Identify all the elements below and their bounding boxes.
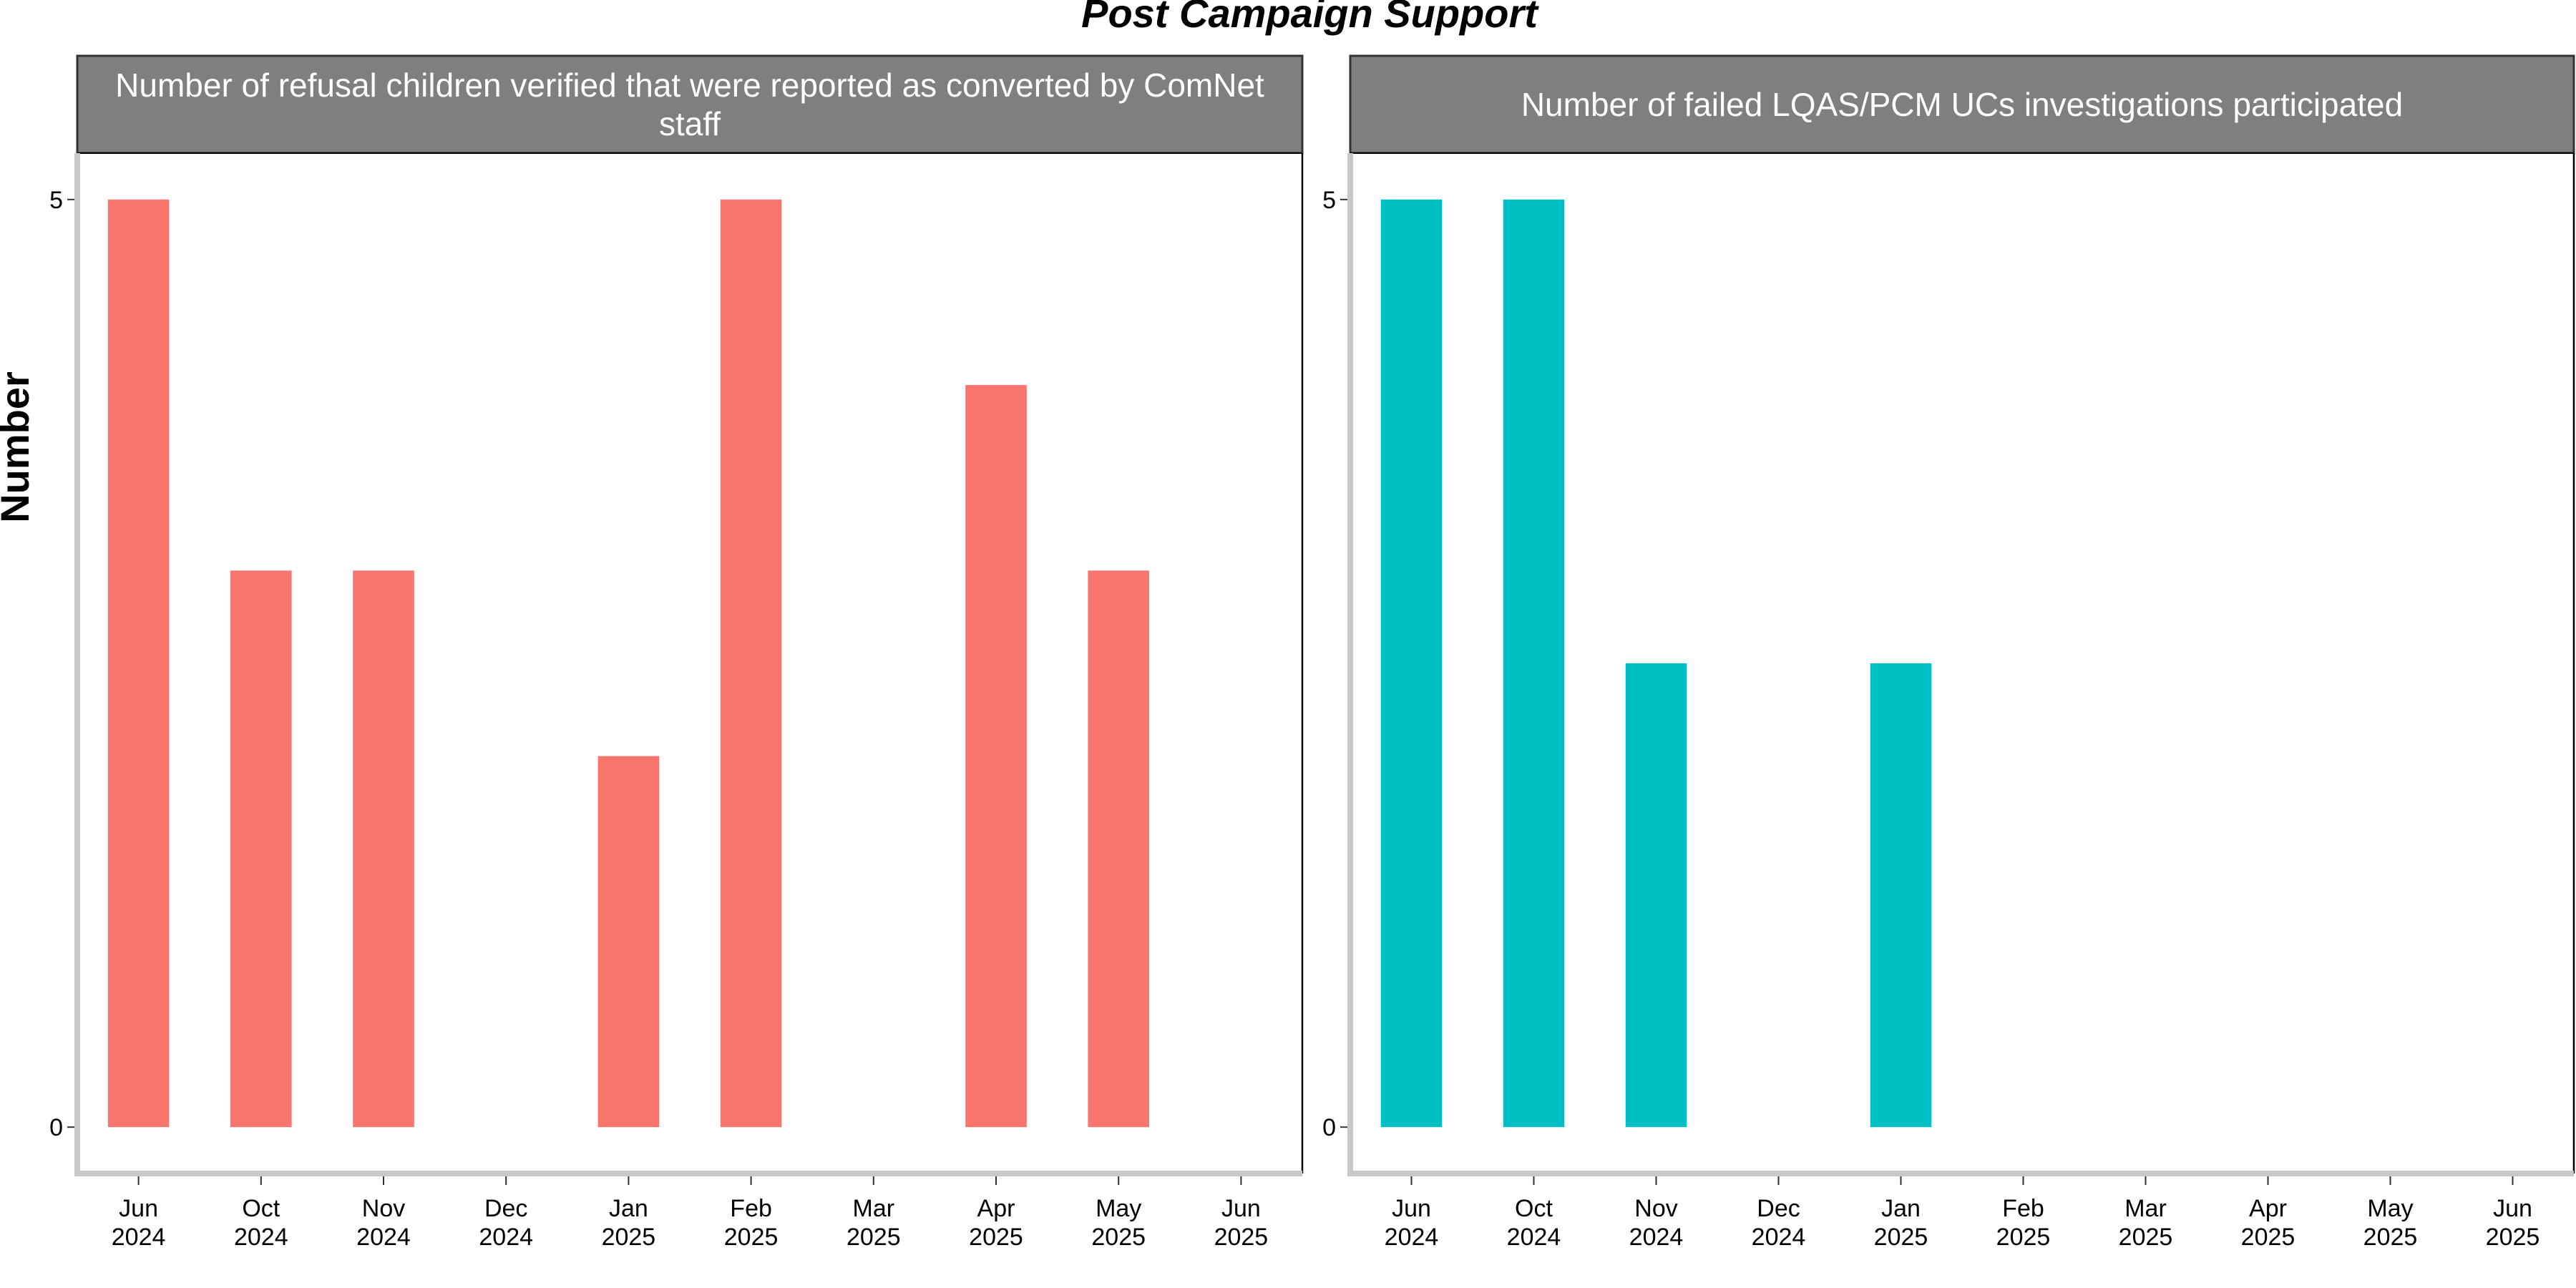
bar-may-2025 [1088, 570, 1149, 1128]
x-tick-label: Apr 2025 [969, 1195, 1023, 1251]
facet-strip-label: Number of refusal children verified that… [115, 67, 1264, 142]
y-tick-label: 0 [49, 1114, 63, 1141]
x-tick-label: Nov 2024 [1629, 1195, 1684, 1251]
x-tick-label: Jun 2025 [1214, 1195, 1269, 1251]
x-tick-label: Feb 2025 [724, 1195, 779, 1251]
bar-nov-2024 [1625, 663, 1687, 1128]
facet-panels: Number of refusal children verified that… [49, 54, 2575, 1251]
x-tick-label: Oct 2024 [234, 1195, 288, 1251]
x-tick-label: May 2025 [1091, 1195, 1146, 1251]
x-tick-label: Jan 2025 [602, 1195, 656, 1251]
facet-panel-1: Number of refusal children verified that… [49, 54, 1304, 1251]
y-tick-label: 0 [1322, 1114, 1336, 1141]
x-tick-label: Jan 2025 [1874, 1195, 1928, 1251]
x-tick-label: Mar 2025 [847, 1195, 901, 1251]
bar-apr-2025 [965, 385, 1027, 1128]
bar-oct-2024 [230, 570, 292, 1128]
bar-jan-2025 [1870, 663, 1932, 1128]
x-tick-label: Jun 2024 [1385, 1195, 1439, 1251]
x-tick-label: Jun 2024 [112, 1195, 166, 1251]
x-tick-label: Oct 2024 [1507, 1195, 1561, 1251]
x-tick-label: Mar 2025 [2119, 1195, 2173, 1251]
facet-strip-label: Number of failed LQAS/PCM UCs investigat… [1521, 86, 2403, 123]
x-tick-label: Apr 2025 [2241, 1195, 2296, 1251]
x-tick-label: Dec 2024 [1752, 1195, 1806, 1251]
facet-panel-2: Number of failed LQAS/PCM UCs investigat… [1322, 54, 2575, 1251]
x-tick-label: Nov 2024 [356, 1195, 411, 1251]
bar-feb-2025 [720, 199, 782, 1128]
chart-title: Post Campaign Support [1081, 0, 1539, 36]
bar-nov-2024 [353, 570, 414, 1128]
bar-jun-2024 [1380, 199, 1443, 1128]
y-tick-label: 5 [49, 187, 63, 214]
facet-strip [76, 54, 1304, 155]
bar-oct-2024 [1503, 199, 1565, 1128]
bar-jan-2025 [597, 756, 660, 1128]
y-axis-label: Number [0, 371, 37, 523]
bar-jun-2024 [107, 199, 170, 1128]
x-tick-label: May 2025 [2363, 1195, 2418, 1251]
y-tick-label: 5 [1322, 187, 1336, 214]
x-tick-label: Feb 2025 [1996, 1195, 2051, 1251]
x-tick-label: Jun 2025 [2486, 1195, 2540, 1251]
x-tick-label: Dec 2024 [479, 1195, 533, 1251]
